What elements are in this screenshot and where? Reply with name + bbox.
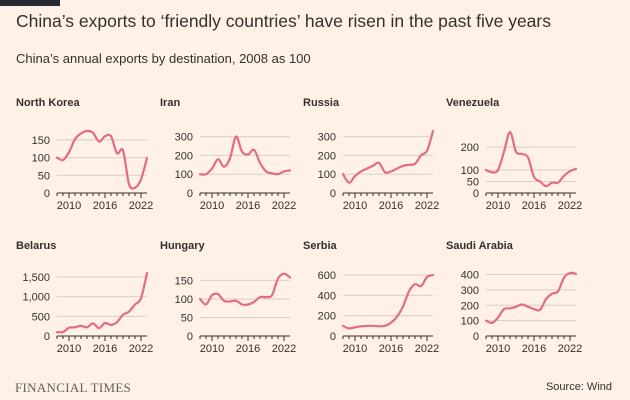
y-tick-label: 0 <box>44 188 50 200</box>
y-tick-label: 500 <box>32 311 50 323</box>
y-tick-label: 0 <box>330 331 336 343</box>
publisher-logo: FINANCIAL TIMES <box>15 380 132 395</box>
x-tick-label: 2022 <box>415 200 439 212</box>
chart-panel: Belarus 0 500 1,000 1,500 2010 2016 2022 <box>16 240 153 355</box>
y-tick-label: 200 <box>318 311 336 323</box>
series-line <box>484 131 578 188</box>
x-tick-label: 2016 <box>93 200 117 212</box>
y-tick-label: 600 <box>318 270 336 282</box>
x-tick-label: 2010 <box>343 200 367 212</box>
panel-title: Russia <box>303 97 340 109</box>
y-tick-label: 0 <box>473 331 479 343</box>
x-tick-label: 2010 <box>200 200 224 212</box>
x-tick-label: 2010 <box>343 343 367 355</box>
y-tick-label: 300 <box>175 132 193 144</box>
panel-title: Saudi Arabia <box>446 240 514 252</box>
y-tick-label: 100 <box>175 169 193 181</box>
chart-panel: Iran 0 100 200 300 2010 2016 2022 <box>160 97 296 212</box>
y-tick-label: 400 <box>318 290 336 302</box>
y-tick-label: 100 <box>318 169 336 181</box>
y-tick-label: 0 <box>330 188 336 200</box>
x-tick-label: 2022 <box>558 343 582 355</box>
x-tick-label: 2010 <box>486 343 510 355</box>
chart-title: China’s exports to ‘friendly countries’ … <box>16 11 551 31</box>
panel-title: Venezuela <box>446 97 500 109</box>
y-tick-label: 200 <box>175 150 193 162</box>
y-tick-label: 0 <box>473 188 479 200</box>
y-tick-label: 1,500 <box>22 272 50 284</box>
series-line <box>341 129 435 184</box>
chart-panel: Saudi Arabia 0 100 200 300 400 2010 2016 2022 <box>446 240 582 355</box>
x-tick-label: 2022 <box>415 343 439 355</box>
y-tick-label: 0 <box>44 331 50 343</box>
x-tick-label: 2010 <box>57 200 81 212</box>
x-tick-label: 2022 <box>558 200 582 212</box>
y-tick-label: 50 <box>181 312 193 324</box>
y-tick-label: 50 <box>467 177 479 189</box>
x-tick-label: 2022 <box>272 200 296 212</box>
series-line <box>55 271 149 334</box>
y-tick-label: 100 <box>461 316 479 328</box>
x-tick-label: 2016 <box>522 343 546 355</box>
brand-accent-bar <box>0 0 60 6</box>
chart-panel: North Korea 0 50 100 150 2010 2016 2022 <box>16 97 153 212</box>
x-tick-label: 2010 <box>200 343 224 355</box>
panel-title: Hungary <box>160 240 206 252</box>
x-tick-label: 2016 <box>379 200 403 212</box>
panel-title: Iran <box>160 97 180 109</box>
series-line <box>198 135 292 176</box>
series-line <box>198 272 292 306</box>
y-tick-label: 0 <box>187 188 193 200</box>
x-tick-label: 2016 <box>236 343 260 355</box>
x-tick-label: 2010 <box>486 200 510 212</box>
x-tick-label: 2022 <box>272 343 296 355</box>
series-line <box>55 129 149 190</box>
panel-title: North Korea <box>16 97 80 109</box>
y-tick-label: 400 <box>461 270 479 282</box>
chart-panel: Serbia 0 200 400 600 2010 2016 2022 <box>303 240 439 355</box>
y-tick-label: 150 <box>32 135 50 147</box>
source-note: Source: Wind <box>545 381 612 393</box>
y-tick-label: 100 <box>175 294 193 306</box>
y-tick-label: 200 <box>461 142 479 154</box>
y-tick-label: 50 <box>38 170 50 182</box>
panel-title: Belarus <box>16 240 56 252</box>
y-tick-label: 0 <box>187 331 193 343</box>
x-tick-label: 2010 <box>57 343 81 355</box>
chart-panel: Hungary 0 50 100 150 2010 2016 2022 <box>160 240 296 355</box>
x-tick-label: 2022 <box>129 200 153 212</box>
y-tick-label: 150 <box>175 275 193 287</box>
x-tick-label: 2022 <box>129 343 153 355</box>
x-tick-label: 2016 <box>379 343 403 355</box>
series-line <box>341 273 435 330</box>
series-line <box>484 271 578 325</box>
x-tick-label: 2016 <box>522 200 546 212</box>
x-tick-label: 2016 <box>93 343 117 355</box>
chart-subtitle: China’s annual exports by destination, 2… <box>16 51 311 66</box>
y-tick-label: 300 <box>318 132 336 144</box>
y-tick-label: 100 <box>461 165 479 177</box>
y-tick-label: 300 <box>461 285 479 297</box>
y-tick-label: 200 <box>461 300 479 312</box>
chart-panel: Russia 0 100 200 300 2010 2016 2022 <box>303 97 439 212</box>
panel-title: Serbia <box>303 240 338 252</box>
y-tick-label: 1,000 <box>22 292 50 304</box>
y-tick-label: 100 <box>32 153 50 165</box>
x-tick-label: 2016 <box>236 200 260 212</box>
y-tick-label: 200 <box>318 150 336 162</box>
